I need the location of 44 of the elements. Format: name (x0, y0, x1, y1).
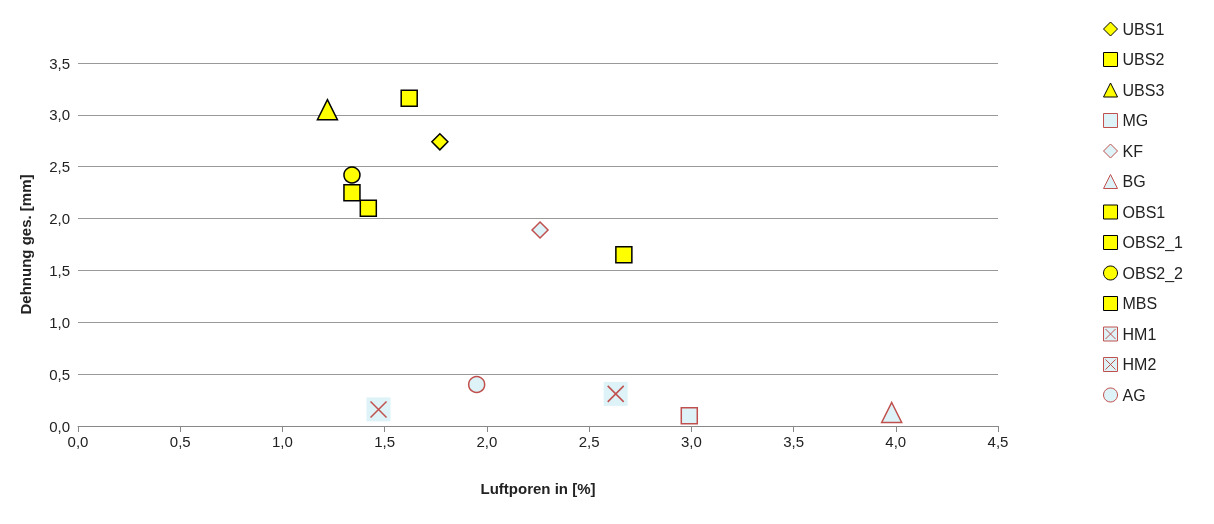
y-tick-label: 1,0 (49, 313, 70, 331)
legend-label: BG (1122, 173, 1146, 190)
x-tick-label: 4,5 (987, 433, 1009, 450)
y-tick-label: 3,5 (49, 54, 70, 72)
y-tick-label: 2,5 (49, 158, 70, 176)
x-tick-label: 3,0 (680, 433, 702, 450)
x-tick-label: 1,5 (374, 433, 396, 450)
x-tick-label: 0,0 (67, 433, 89, 450)
x-tick-label: 0,5 (169, 433, 191, 450)
x-tick-label: 4,0 (885, 433, 907, 450)
y-tick-label: 2,0 (49, 210, 70, 228)
point (343, 183, 361, 202)
y-tick-label: 0,0 (49, 417, 70, 435)
legend-label: OBS2_2 (1122, 264, 1184, 283)
legend-label: KF (1122, 142, 1144, 160)
legend-label: AG (1122, 386, 1146, 404)
legend-label: OBS2_1 (1122, 234, 1184, 252)
point (359, 199, 378, 217)
point (316, 98, 339, 121)
x-axis-title: Luftporen in [%] (480, 480, 596, 497)
y-tick-label: 1,5 (49, 261, 70, 279)
legend-label: HM1 (1122, 325, 1157, 343)
legend-label: MG (1122, 112, 1149, 129)
y-tick-label: 3,0 (49, 106, 70, 124)
legend-label: HM2 (1122, 356, 1157, 373)
point (400, 89, 418, 108)
x-tick-label: 1,0 (272, 433, 293, 450)
point (431, 133, 449, 151)
x-tick-label: 2,0 (476, 433, 498, 450)
point (531, 221, 549, 239)
x-tick-label: 3,5 (783, 433, 804, 450)
point (615, 246, 633, 264)
x-tick-label: 2,5 (578, 433, 600, 450)
point (680, 406, 699, 425)
y-tick-label: 0,5 (49, 365, 70, 383)
legend-label: OBS1 (1122, 203, 1166, 221)
legend-label: UBS1 (1122, 20, 1165, 38)
legend-label: MBS (1122, 295, 1158, 312)
point (880, 401, 903, 424)
legend-label: UBS3 (1122, 81, 1165, 99)
y-axis-title: Dehnung ges. [mm] (17, 174, 34, 315)
point (467, 375, 486, 394)
point (343, 166, 361, 184)
legend-label: UBS2 (1122, 51, 1165, 68)
